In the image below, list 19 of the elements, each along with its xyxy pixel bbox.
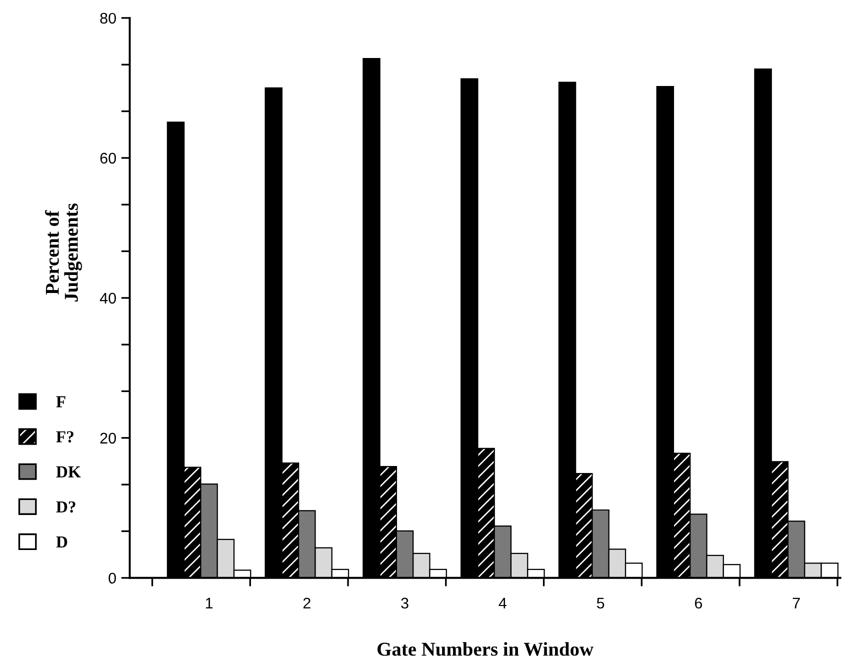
x-tick-label: 4	[498, 598, 506, 608]
y-axis-title: Percent of Judgements	[45, 203, 82, 302]
x-tick-label: 6	[694, 598, 702, 609]
x-tick-label: 1	[206, 598, 213, 608]
legend-label: F?	[56, 431, 74, 443]
x-tick-label: 3	[401, 598, 408, 609]
legend-label: F	[56, 396, 66, 408]
legend-label: D	[56, 536, 68, 548]
y-tick-label: 40	[100, 292, 116, 304]
y-tick-label: 0	[108, 572, 116, 584]
legend-label: DK	[56, 466, 81, 478]
y-tick-label: 60	[100, 152, 116, 164]
y-tick-label: 20	[100, 432, 116, 444]
x-axis-title: Gate Numbers in Window	[378, 642, 594, 656]
x-tick-label: 2	[303, 598, 310, 608]
y-tick-label: 80	[100, 12, 116, 24]
x-tick-label: 5	[596, 598, 604, 609]
legend-label: D?	[56, 501, 76, 513]
x-tick-label: 7	[792, 598, 800, 608]
